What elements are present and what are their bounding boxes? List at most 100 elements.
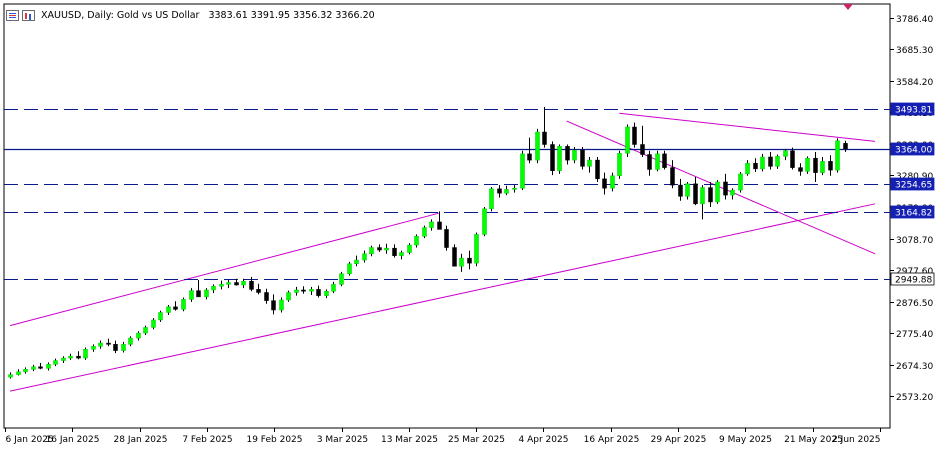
candle-body xyxy=(271,300,276,311)
candle-body xyxy=(422,227,427,237)
candle-body xyxy=(459,257,464,267)
candle-body xyxy=(798,167,803,172)
candle-body xyxy=(256,289,261,293)
candle xyxy=(595,156,600,182)
candle xyxy=(512,185,517,193)
candle xyxy=(46,362,51,371)
level-price-label: 3493.81 xyxy=(890,102,935,116)
price-tick-label: 2674.30 xyxy=(896,362,933,372)
candle-body xyxy=(128,337,133,345)
candle xyxy=(369,245,374,257)
candle xyxy=(662,150,667,170)
candle-body xyxy=(595,159,600,180)
candle-body xyxy=(497,188,502,194)
candle xyxy=(31,364,36,372)
candle-body xyxy=(444,229,449,248)
level-label-box xyxy=(890,102,935,116)
candle xyxy=(264,288,269,304)
candle xyxy=(339,271,344,287)
candle-body xyxy=(166,306,171,313)
indicator-icon[interactable] xyxy=(22,9,35,21)
level-label-text: 3164.82 xyxy=(895,209,932,219)
candle xyxy=(444,225,449,251)
candle-body xyxy=(535,131,540,161)
candle xyxy=(542,107,547,148)
candle-body xyxy=(76,355,81,359)
candle xyxy=(173,301,178,311)
candle-body xyxy=(204,289,209,298)
candle-body xyxy=(113,344,118,351)
candle-body xyxy=(489,188,494,210)
candle xyxy=(151,318,156,330)
trendline-2 xyxy=(9,203,876,392)
candle xyxy=(234,278,239,286)
candle-body xyxy=(504,189,509,194)
candle xyxy=(459,253,464,272)
level-price-label: 3364.00 xyxy=(890,142,935,156)
candle xyxy=(91,344,96,352)
candle-body xyxy=(211,286,216,291)
candle xyxy=(798,163,803,176)
candle-body xyxy=(61,357,66,361)
candle-body xyxy=(700,187,705,205)
candle-body xyxy=(136,332,141,339)
candle xyxy=(655,150,660,172)
chart-bars-icon[interactable] xyxy=(6,9,19,21)
candle-body xyxy=(760,156,765,170)
candle xyxy=(414,234,419,248)
candle-body xyxy=(640,144,645,155)
candle xyxy=(226,280,231,289)
candle-body xyxy=(189,290,194,300)
level-label-text: 3493.81 xyxy=(895,106,932,116)
candle xyxy=(708,181,713,207)
candle xyxy=(106,338,111,347)
time-tick-label: 3 Mar 2025 xyxy=(317,435,368,445)
candle-body xyxy=(550,144,555,171)
candle-body xyxy=(316,289,321,296)
candle xyxy=(98,340,103,349)
candle-body xyxy=(407,244,412,253)
candle xyxy=(121,341,126,353)
candle xyxy=(392,244,397,258)
price-tick-label: 3280.90 xyxy=(896,172,933,182)
candle-body xyxy=(121,344,126,351)
candle-body xyxy=(301,289,306,292)
level-label-box xyxy=(890,142,935,156)
candle xyxy=(53,358,58,367)
candle xyxy=(279,297,284,313)
candle-body xyxy=(828,161,833,171)
candle xyxy=(452,244,457,267)
candle xyxy=(843,140,848,152)
candle-body xyxy=(685,183,690,197)
candle xyxy=(760,153,765,172)
candle-body xyxy=(392,247,397,256)
candle-body xyxy=(347,263,352,275)
level-price-label: 3164.82 xyxy=(890,205,935,219)
candle-body xyxy=(565,146,570,161)
candle xyxy=(467,250,472,270)
candle-body xyxy=(580,149,585,167)
candle-body xyxy=(106,342,111,345)
time-tick-label: 2 Jun 2025 xyxy=(832,435,880,445)
candle xyxy=(820,156,825,176)
candle xyxy=(572,146,577,164)
chart-grid xyxy=(3,3,891,429)
candle-body xyxy=(384,247,389,251)
candle-body xyxy=(843,143,848,150)
level-label-box xyxy=(890,205,935,219)
candle xyxy=(805,156,810,174)
candle-body xyxy=(655,153,660,170)
price-tick-label: 2977.60 xyxy=(896,267,933,277)
trendlines xyxy=(9,112,876,392)
candle xyxy=(617,150,622,179)
price-tick-label: 2573.20 xyxy=(896,393,933,403)
candle-body xyxy=(151,319,156,328)
candle xyxy=(128,336,133,347)
candle-body xyxy=(286,292,291,301)
candle-body xyxy=(339,273,344,285)
level-label-box xyxy=(890,272,935,286)
candle-body xyxy=(745,162,750,175)
candle-body xyxy=(143,327,148,334)
